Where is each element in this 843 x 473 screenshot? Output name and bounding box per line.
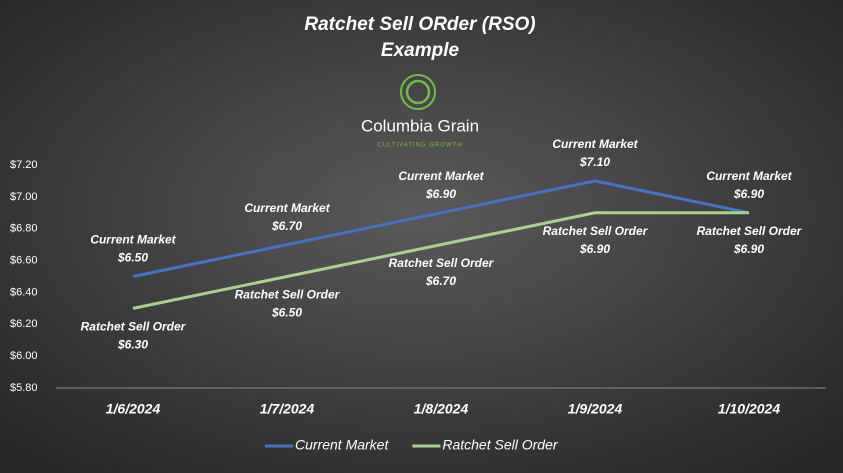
series-line <box>132 211 749 310</box>
chart-title: Ratchet Sell ORder (RSO) <box>304 14 535 35</box>
x-tick-label: 1/6/2024 <box>106 401 161 417</box>
data-label: $6.90 <box>733 242 764 256</box>
data-label-name: Current Market <box>706 169 792 183</box>
y-tick-label: $6.20 <box>10 318 38 330</box>
x-tick-label: 1/10/2024 <box>718 401 780 417</box>
y-tick-label: $7.00 <box>10 191 38 203</box>
logo: Columbia Grain CULTIVATING GROWTH <box>361 74 479 149</box>
y-tick-label: $5.80 <box>10 382 38 394</box>
y-tick-label: $6.00 <box>10 350 38 362</box>
data-label: $6.90 <box>733 187 764 201</box>
y-tick-label: $6.80 <box>10 223 38 235</box>
logo-tagline: CULTIVATING GROWTH <box>377 143 462 149</box>
data-label: $6.50 <box>271 306 302 320</box>
logo-icon <box>405 79 431 105</box>
data-label: $6.70 <box>271 219 302 233</box>
x-tick-label: 1/7/2024 <box>260 401 315 417</box>
legend-label: Ratchet Sell Order <box>442 437 558 453</box>
data-label-name: Current Market <box>398 169 484 183</box>
data-label-name: Ratchet Sell Order <box>81 320 187 334</box>
data-label-name: Current Market <box>90 233 176 247</box>
data-label-name: Ratchet Sell Order <box>389 256 495 270</box>
data-label: $6.90 <box>425 187 456 201</box>
data-label-name: Ratchet Sell Order <box>697 224 803 238</box>
data-label: $6.70 <box>425 274 456 288</box>
data-label-name: Current Market <box>552 137 638 151</box>
legend-label: Current Market <box>295 437 389 453</box>
data-label-name: Ratchet Sell Order <box>235 288 341 302</box>
data-label-name: Ratchet Sell Order <box>543 224 649 238</box>
y-tick-label: $6.60 <box>10 254 38 266</box>
data-label: $6.90 <box>579 242 610 256</box>
series-line <box>132 179 750 278</box>
data-label: $7.10 <box>579 155 610 169</box>
data-label: $6.50 <box>117 251 148 265</box>
logo-name: Columbia Grain <box>361 116 479 135</box>
x-tick-label: 1/8/2024 <box>414 401 469 417</box>
data-label-name: Current Market <box>244 201 330 215</box>
y-tick-label: $7.20 <box>10 159 38 171</box>
x-tick-label: 1/9/2024 <box>568 401 623 417</box>
y-tick-label: $6.40 <box>10 286 38 298</box>
data-label: $6.30 <box>117 338 148 352</box>
chart-subtitle: Example <box>381 40 460 61</box>
logo-ring <box>400 74 436 110</box>
